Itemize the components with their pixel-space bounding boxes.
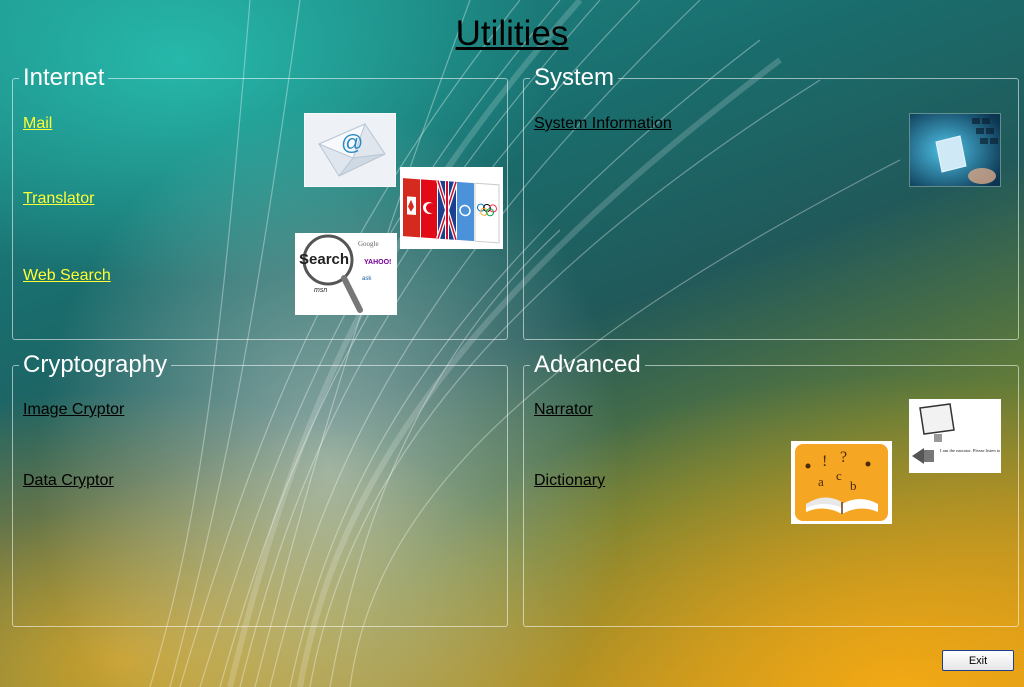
page-title: Utilities <box>455 14 569 53</box>
envelope-icon: @ <box>305 114 395 186</box>
svg-text:msn: msn <box>314 287 327 294</box>
mail-link[interactable]: Mail <box>23 115 53 132</box>
system-group-legend: System <box>534 64 615 91</box>
computer-hand-icon <box>910 114 1000 186</box>
advanced-group: Advanced <box>523 351 1019 627</box>
system-information-thumbnail[interactable] <box>909 113 1001 187</box>
dictionary-thumbnail[interactable]: ! ? a c b <box>791 441 892 524</box>
advanced-group-legend: Advanced <box>534 351 641 378</box>
web-search-thumbnail[interactable]: Search Google YAHOO! msn ask <box>295 233 397 315</box>
svg-text:c: c <box>836 468 842 483</box>
cryptography-group-legend: Cryptography <box>23 351 168 378</box>
svg-text:I am the narrator. Please list: I am the narrator. Please listen to me! <box>940 448 1000 453</box>
system-information-link[interactable]: System Information <box>534 115 672 132</box>
svg-text:?: ? <box>840 449 847 466</box>
svg-text:b: b <box>850 478 857 493</box>
translator-link[interactable]: Translator <box>23 190 95 207</box>
flags-icon <box>401 168 502 248</box>
system-group: System <box>523 64 1019 340</box>
svg-text:YAHOO!: YAHOO! <box>364 259 391 266</box>
svg-text:a: a <box>818 474 824 489</box>
exit-button[interactable]: Exit <box>942 650 1014 671</box>
svg-text:Search: Search <box>299 251 349 268</box>
cryptography-group: Cryptography <box>12 351 508 627</box>
web-search-link[interactable]: Web Search <box>23 267 111 284</box>
book-icon: ! ? a c b <box>792 442 891 523</box>
internet-group: Internet <box>12 64 508 340</box>
magnifier-icon: Search Google YAHOO! msn ask <box>296 234 396 314</box>
svg-text:!: ! <box>822 453 827 470</box>
svg-text:Google: Google <box>358 240 379 248</box>
svg-text:ask: ask <box>362 276 372 282</box>
translator-thumbnail[interactable] <box>400 167 503 249</box>
image-cryptor-link[interactable]: Image Cryptor <box>23 401 125 418</box>
mail-thumbnail[interactable]: @ <box>304 113 396 187</box>
internet-group-legend: Internet <box>23 64 105 91</box>
narrator-link[interactable]: Narrator <box>534 401 593 418</box>
narrator-computer-icon: I am the narrator. Please listen to me! <box>910 400 1000 472</box>
data-cryptor-link[interactable]: Data Cryptor <box>23 472 114 489</box>
dictionary-link[interactable]: Dictionary <box>534 472 606 489</box>
narrator-thumbnail[interactable]: I am the narrator. Please listen to me! <box>909 399 1001 473</box>
at-sign-icon: @ <box>341 130 363 155</box>
